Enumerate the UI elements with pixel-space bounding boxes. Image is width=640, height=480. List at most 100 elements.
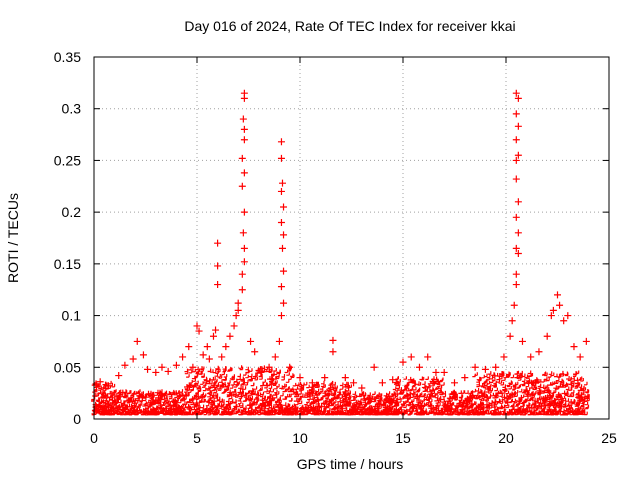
data-point xyxy=(512,175,520,183)
data-point xyxy=(271,353,279,361)
data-point xyxy=(424,353,432,361)
data-point xyxy=(214,262,222,270)
y-tick-label: 0.3 xyxy=(62,101,82,117)
data-point xyxy=(308,379,316,387)
data-point xyxy=(277,312,285,320)
data-point xyxy=(238,154,246,162)
data-point xyxy=(247,337,255,345)
data-point xyxy=(230,322,238,330)
data-point xyxy=(512,89,520,97)
data-point xyxy=(492,363,500,371)
data-point xyxy=(341,374,349,382)
data-point xyxy=(278,244,286,252)
data-point xyxy=(556,301,564,309)
y-tick-label: 0.2 xyxy=(62,204,82,220)
data-point xyxy=(240,258,248,266)
data-point xyxy=(129,355,137,363)
data-point xyxy=(564,312,572,320)
data-point xyxy=(296,374,304,382)
data-point xyxy=(232,312,240,320)
data-point xyxy=(512,270,520,278)
data-point xyxy=(512,213,520,221)
data-point xyxy=(234,306,242,314)
data-point xyxy=(535,348,543,356)
data-point xyxy=(280,267,288,275)
data-point xyxy=(277,154,285,162)
data-point xyxy=(238,286,246,294)
data-point xyxy=(514,229,522,237)
data-point xyxy=(179,353,187,361)
y-tick-label: 0.1 xyxy=(62,308,82,324)
data-point xyxy=(275,337,283,345)
data-point xyxy=(214,239,222,247)
y-tick-label: 0.15 xyxy=(54,256,81,272)
data-point xyxy=(214,281,222,289)
data-point xyxy=(329,348,337,356)
data-point xyxy=(257,368,265,376)
data-point xyxy=(240,136,248,144)
data-point xyxy=(238,182,246,190)
data-point xyxy=(506,332,514,340)
data-point xyxy=(582,337,590,345)
data-points xyxy=(92,89,590,392)
x-axis-ticks: 0 5 10 15 20 25 xyxy=(90,57,617,446)
data-point xyxy=(286,363,294,371)
data-point xyxy=(277,283,285,291)
data-point xyxy=(280,299,288,307)
data-point xyxy=(461,374,469,382)
data-point xyxy=(139,351,147,359)
data-point xyxy=(512,136,520,144)
data-point xyxy=(378,379,386,387)
data-point xyxy=(415,363,423,371)
data-point xyxy=(121,361,129,369)
data-point xyxy=(172,361,180,369)
data-point xyxy=(471,363,479,371)
data-point xyxy=(212,326,220,334)
data-point xyxy=(518,337,526,345)
data-point xyxy=(115,372,123,380)
data-point xyxy=(440,368,448,376)
y-axis-label: ROTI / TECUs xyxy=(5,193,21,283)
data-point xyxy=(189,363,197,371)
data-point xyxy=(512,281,520,289)
data-point xyxy=(399,358,407,366)
data-point xyxy=(510,301,518,309)
data-point xyxy=(514,250,522,258)
data-point xyxy=(240,169,248,177)
data-point xyxy=(222,343,230,351)
data-point xyxy=(239,115,247,123)
data-point xyxy=(514,198,522,206)
y-axis-ticks: 0 0.05 0.1 0.15 0.2 0.25 0.3 0.35 xyxy=(54,49,609,427)
data-point xyxy=(432,368,440,376)
data-point xyxy=(239,229,247,237)
data-point xyxy=(508,317,516,325)
data-point xyxy=(543,332,551,340)
data-point xyxy=(451,379,458,387)
data-point xyxy=(164,367,172,375)
data-point xyxy=(570,343,578,351)
data-point xyxy=(512,156,520,164)
plot-frame xyxy=(93,56,610,420)
data-point xyxy=(554,291,561,299)
chart-title: Day 016 of 2024, Rate Of TEC Index for r… xyxy=(184,18,515,34)
y-tick-label: 0.35 xyxy=(54,49,81,65)
y-tick-label: 0 xyxy=(73,411,81,427)
y-tick-label: 0.05 xyxy=(54,359,81,375)
data-point xyxy=(133,337,141,345)
data-point xyxy=(240,208,248,216)
data-point xyxy=(193,322,201,330)
dense-band-markers xyxy=(91,365,590,416)
x-tick-label: 15 xyxy=(395,430,411,446)
data-point xyxy=(512,244,520,252)
data-point xyxy=(104,382,112,390)
data-point xyxy=(278,179,286,187)
y-tick-label: 0.25 xyxy=(54,152,81,168)
data-point xyxy=(277,187,285,195)
data-point xyxy=(514,151,522,159)
data-point xyxy=(226,332,234,340)
data-point xyxy=(240,244,248,252)
data-point xyxy=(481,365,489,373)
data-point xyxy=(238,270,246,278)
x-tick-label: 5 xyxy=(193,430,201,446)
data-point xyxy=(234,299,242,307)
